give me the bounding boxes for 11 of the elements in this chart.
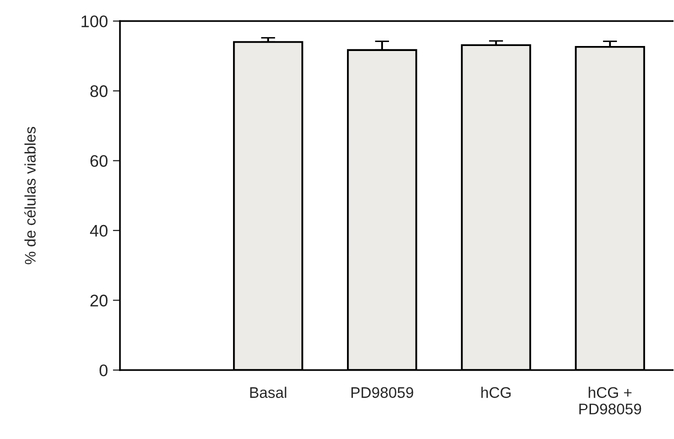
y-tick-label: 0 (100, 364, 108, 376)
y-tick-label: 80 (90, 85, 108, 98)
x-tick-label: PD98059 (351, 387, 414, 398)
x-tick-label: Basal (250, 386, 286, 398)
y-tick-label: 40 (90, 224, 108, 237)
x-tick-label: hCG (481, 386, 511, 398)
y-tick-label: 100 (82, 15, 108, 28)
x-tick-label: hCG + PD98059 (579, 386, 642, 414)
y-axis-title: % de células viables (24, 126, 36, 264)
y-tick-label: 60 (90, 155, 108, 167)
y-tick-label: 20 (90, 294, 108, 306)
